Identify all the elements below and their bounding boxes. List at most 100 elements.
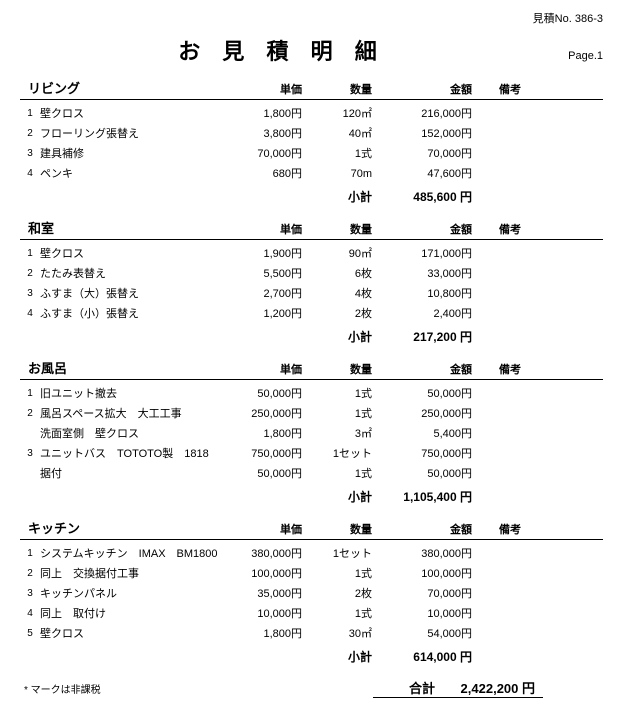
section-name: リビング [20,78,220,97]
subtotal-label: 小計 [310,486,380,508]
row-amount: 47,600円 [380,164,480,184]
row-price: 250,000円 [220,404,310,424]
col-header-amt: 金額 [380,361,480,377]
table-row: 5壁クロス1,800円30㎡54,000円 [20,624,603,644]
col-header-amt: 金額 [380,221,480,237]
row-amount: 5,400円 [380,424,480,444]
row-item-name: 建具補修 [40,144,220,164]
col-header-qty: 数量 [310,221,380,237]
table-row: 2たたみ表替え5,500円6枚33,000円 [20,264,603,284]
row-qty: 90㎡ [310,244,380,264]
row-price: 1,800円 [220,424,310,444]
row-note [480,444,540,464]
row-note [480,384,540,404]
section-header: 和室単価数量金額備考 [20,218,603,240]
table-row: 2風呂スペース拡大 大工工事250,000円1式250,000円 [20,404,603,424]
col-header-qty: 数量 [310,81,380,97]
row-price: 750,000円 [220,444,310,464]
row-qty: 4枚 [310,284,380,304]
row-note [480,604,540,624]
subtotal-row: 小計614,000 円 [20,646,603,668]
row-price: 50,000円 [220,384,310,404]
row-amount: 70,000円 [380,584,480,604]
row-item-name: たたみ表替え [40,264,220,284]
row-qty: 1式 [310,464,380,484]
row-amount: 152,000円 [380,124,480,144]
row-number: 1 [20,104,40,124]
row-amount: 216,000円 [380,104,480,124]
row-note [480,584,540,604]
col-header-amt: 金額 [380,521,480,537]
row-price: 3,800円 [220,124,310,144]
row-note [480,544,540,564]
section-name: 和室 [20,218,220,237]
row-price: 2,700円 [220,284,310,304]
subtotal-label: 小計 [310,326,380,348]
row-item-name: ふすま（大）張替え [40,284,220,304]
section: リビング単価数量金額備考1壁クロス1,800円120㎡216,000円2フローリ… [20,78,603,208]
row-amount: 100,000円 [380,564,480,584]
table-row: 3ユニットバス TOTOTO製 1818750,000円1セット750,000円 [20,444,603,464]
row-note [480,144,540,164]
row-number: 1 [20,544,40,564]
row-qty: 6枚 [310,264,380,284]
row-price: 680円 [220,164,310,184]
row-number: 2 [20,264,40,284]
table-row: 洗面室側 壁クロス1,800円3㎡5,400円 [20,424,603,444]
page-label: Page.1 [543,50,603,62]
row-amount: 171,000円 [380,244,480,264]
page-title: お 見 積 明 細 [20,34,543,66]
row-number: 2 [20,564,40,584]
row-item-name: ふすま（小）張替え [40,304,220,324]
row-amount: 10,800円 [380,284,480,304]
col-header-price: 単価 [220,81,310,97]
row-item-name: ユニットバス TOTOTO製 1818 [40,444,220,464]
section-header: キッチン単価数量金額備考 [20,518,603,540]
row-amount: 54,000円 [380,624,480,644]
row-item-name: 風呂スペース拡大 大工工事 [40,404,220,424]
doc-no-label: 見積No. [533,13,572,25]
section-name: お風呂 [20,358,220,377]
row-number: 1 [20,384,40,404]
table-row: 4同上 取付け10,000円1式10,000円 [20,604,603,624]
subtotal-amount: 217,200 円 [380,326,480,348]
row-amount: 33,000円 [380,264,480,284]
row-note [480,464,540,484]
row-note [480,624,540,644]
row-item-name: 据付 [40,464,220,484]
row-item-name: 同上 交換据付工事 [40,564,220,584]
row-number: 4 [20,604,40,624]
col-header-qty: 数量 [310,521,380,537]
subtotal-label: 小計 [310,646,380,668]
subtotal-note [480,486,540,508]
row-price: 1,800円 [220,624,310,644]
row-amount: 50,000円 [380,464,480,484]
row-qty: 1式 [310,384,380,404]
row-note [480,304,540,324]
row-item-name: 同上 取付け [40,604,220,624]
subtotal-row: 小計217,200 円 [20,326,603,348]
row-qty: 1式 [310,404,380,424]
row-price: 1,800円 [220,104,310,124]
col-header-qty: 数量 [310,361,380,377]
footnote: * マークは非課税 [20,681,373,696]
row-item-name: 壁クロス [40,244,220,264]
row-number: 4 [20,304,40,324]
section: キッチン単価数量金額備考1システムキッチン IMAX BM1800380,000… [20,518,603,668]
table-row: 3建具補修70,000円1式70,000円 [20,144,603,164]
row-price: 1,200円 [220,304,310,324]
subtotal-spacer [20,486,310,508]
subtotal-spacer [20,646,310,668]
col-header-note: 備考 [480,361,540,377]
section-header: リビング単価数量金額備考 [20,78,603,100]
row-qty: 30㎡ [310,624,380,644]
row-number: 1 [20,244,40,264]
row-amount: 70,000円 [380,144,480,164]
col-header-note: 備考 [480,221,540,237]
row-number: 3 [20,584,40,604]
subtotal-amount: 1,105,400 円 [380,486,480,508]
row-qty: 3㎡ [310,424,380,444]
row-qty: 40㎡ [310,124,380,144]
section-name: キッチン [20,518,220,537]
row-price: 1,900円 [220,244,310,264]
